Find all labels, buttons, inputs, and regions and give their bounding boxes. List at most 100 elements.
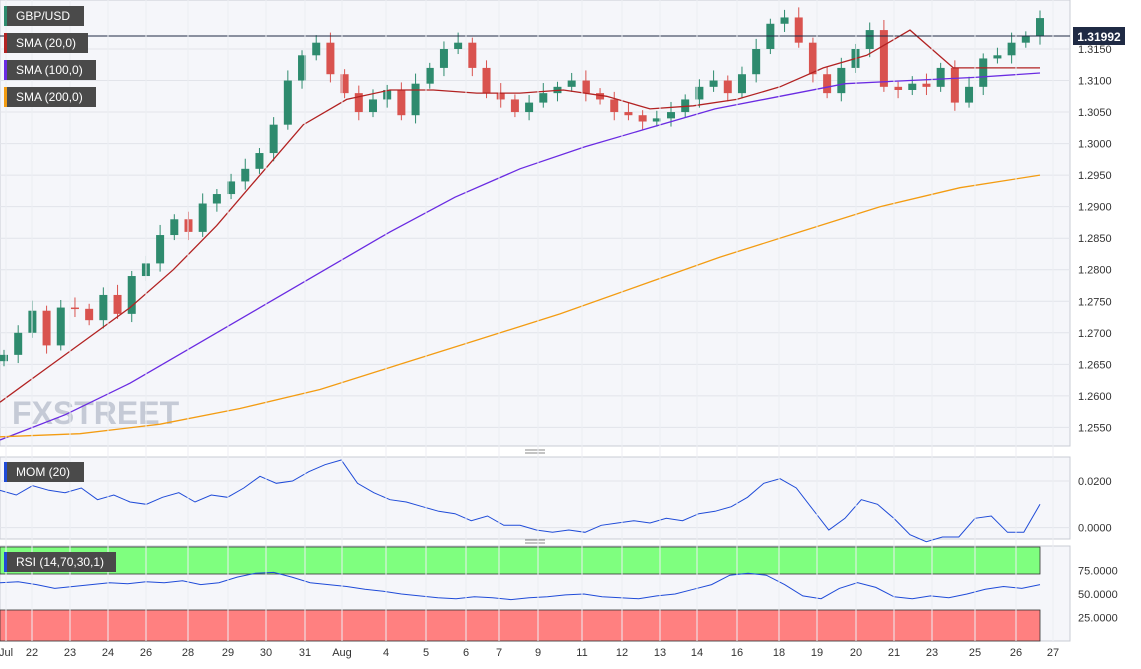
candle-body xyxy=(156,235,165,264)
x-tick-label: 31 xyxy=(299,647,311,659)
legend-mom[interactable]: MOM (20) xyxy=(4,462,84,482)
sma200-line xyxy=(0,174,1041,438)
x-tick-label: 20 xyxy=(850,647,862,659)
candle-body xyxy=(936,67,945,87)
candle-body xyxy=(667,112,676,119)
panel-resize-handle[interactable] xyxy=(525,539,545,544)
candle-body xyxy=(1007,42,1016,56)
candle-body xyxy=(283,80,292,125)
rsi-overbought-zone xyxy=(0,546,1041,575)
legend-symbol[interactable]: GBP/USD xyxy=(4,6,84,26)
y-tick-label: 1.3150 xyxy=(1078,44,1112,56)
legend-rsi[interactable]: RSI (14,70,30,1) xyxy=(4,552,116,572)
x-tick-label: 13 xyxy=(654,647,666,659)
y-tick-label: 75.0000 xyxy=(1078,566,1118,578)
rsi-y-axis: 75.0000 50.0000 25.0000 xyxy=(1078,566,1118,625)
legend-sma20[interactable]: SMA (20,0) xyxy=(4,33,88,53)
y-tick-label: 25.0000 xyxy=(1078,613,1118,625)
main-grid xyxy=(0,48,1070,428)
candle-body xyxy=(14,332,23,355)
legend-sma20-swatch xyxy=(4,33,7,53)
y-tick-label: 50.0000 xyxy=(1078,589,1118,601)
candle-body xyxy=(823,74,832,94)
x-tick-label: Aug xyxy=(332,647,352,659)
legend-rsi-label: RSI (14,70,30,1) xyxy=(16,555,105,569)
candle-body xyxy=(85,308,94,321)
candle-body xyxy=(837,67,846,94)
candle-body xyxy=(241,168,250,182)
legend-sma200-label: SMA (200,0) xyxy=(16,90,83,104)
candle-body xyxy=(255,153,264,169)
y-tick-label: 1.2850 xyxy=(1078,233,1112,245)
candle-body xyxy=(1021,36,1030,43)
candle-body xyxy=(567,80,576,87)
candle-body xyxy=(865,30,874,49)
main-panel xyxy=(0,0,1071,447)
panel-resize-handle[interactable] xyxy=(525,449,545,454)
x-tick-label: 24 xyxy=(102,647,114,659)
candle-body xyxy=(0,354,8,362)
candle-body xyxy=(624,112,633,116)
x-tick-label: 28 xyxy=(182,647,194,659)
candle-body xyxy=(993,55,1002,59)
x-tick-label: 6 xyxy=(463,647,469,659)
candle-body xyxy=(368,99,377,113)
x-tick-label: 16 xyxy=(731,647,743,659)
candle-body xyxy=(950,67,959,103)
x-tick-label: 23 xyxy=(926,647,938,659)
candle-body xyxy=(411,83,420,116)
candle-body xyxy=(383,89,392,100)
legend-symbol-swatch xyxy=(4,6,7,26)
y-tick-label: 1.2900 xyxy=(1078,202,1112,214)
y-tick-label: 1.2800 xyxy=(1078,265,1112,277)
x-tick-label: 23 xyxy=(64,647,76,659)
x-tick-label: 9 xyxy=(535,647,541,659)
candle-body xyxy=(42,310,51,346)
mom-y-axis: 0.0200 0.0000 xyxy=(1078,476,1112,535)
x-tick-label: 25 xyxy=(969,647,981,659)
last-price-box xyxy=(1073,27,1125,45)
mom-grid xyxy=(0,480,1070,529)
x-tick-label: 19 xyxy=(811,647,823,659)
candle-body xyxy=(298,55,307,81)
x-tick-label: 12 xyxy=(616,647,628,659)
x-tick-label: 29 xyxy=(222,647,234,659)
y-tick-label: 1.3000 xyxy=(1078,139,1112,151)
x-tick-label: 18 xyxy=(773,647,785,659)
y-tick-label: 1.3050 xyxy=(1078,107,1112,119)
sma-lines-layer xyxy=(0,29,1041,441)
candle-body xyxy=(482,67,491,94)
y-tick-label: 1.2550 xyxy=(1078,422,1112,434)
legend-sma200[interactable]: SMA (200,0) xyxy=(4,87,96,107)
x-tick-label: Jul xyxy=(0,647,13,659)
mom-line xyxy=(0,459,1041,543)
mom-panel xyxy=(0,456,1071,540)
candle-body xyxy=(269,124,278,154)
candle-body xyxy=(610,99,619,113)
legend-sma100[interactable]: SMA (100,0) xyxy=(4,60,96,80)
candle-body xyxy=(198,203,207,232)
candle-body xyxy=(780,17,789,24)
candle-body xyxy=(737,74,746,94)
legend-sma100-label: SMA (100,0) xyxy=(16,63,83,77)
candle-body xyxy=(439,48,448,68)
candle-body xyxy=(468,42,477,68)
x-tick-label: 5 xyxy=(423,647,429,659)
candle-body xyxy=(752,48,761,75)
legend-sma20-label: SMA (20,0) xyxy=(16,36,77,50)
x-tick-label: 14 xyxy=(691,647,703,659)
candle-body xyxy=(312,42,321,56)
candle-body xyxy=(652,118,661,122)
rsi-line xyxy=(0,571,1041,601)
candle-body xyxy=(340,74,349,94)
x-tick-label: 11 xyxy=(576,647,587,659)
candle-body xyxy=(99,294,108,321)
rsi-line-layer xyxy=(0,571,1041,601)
legend-sma100-swatch xyxy=(4,60,7,80)
legend-sma200-swatch xyxy=(4,87,7,107)
candle-body xyxy=(596,93,605,100)
y-tick-label: 1.2650 xyxy=(1078,359,1112,371)
candle-body xyxy=(510,99,519,113)
